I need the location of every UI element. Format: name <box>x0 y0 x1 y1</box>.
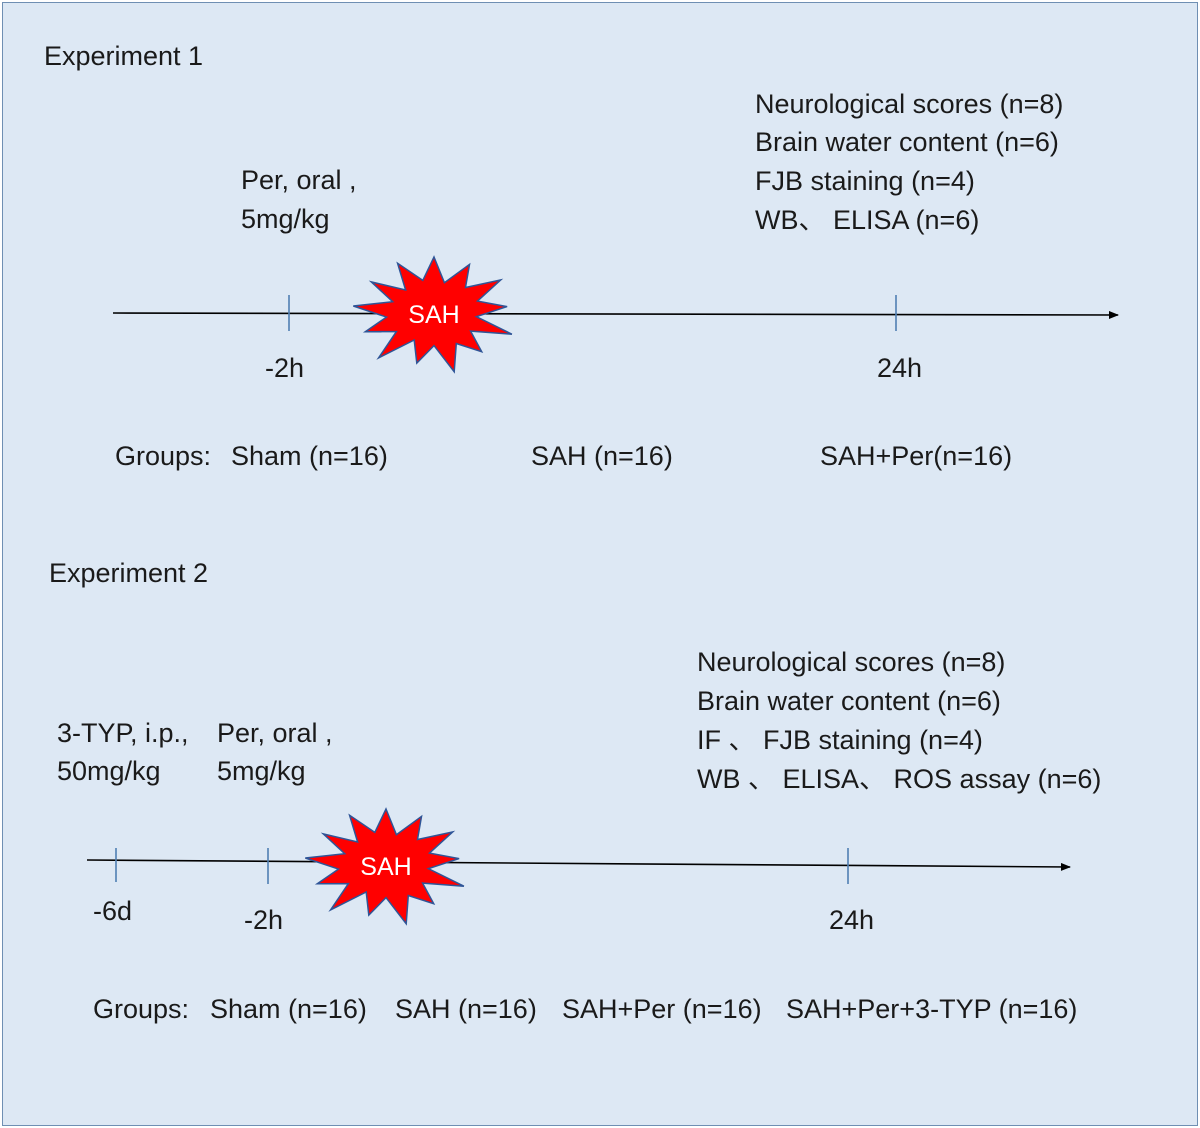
experiment1-treatment-line2: 5mg/kg <box>241 204 330 234</box>
experiment1-tick-label-minus2h: -2h <box>265 353 305 383</box>
experiment2-outcome-2: Brain water content (n=6) <box>697 686 1001 716</box>
experiment1-tick-label-24h: 24h <box>877 353 923 383</box>
experiment2-inhibitor-line2: 50mg/kg <box>57 756 161 786</box>
experiment1-group-sah-per: SAH+Per(n=16) <box>820 441 1013 471</box>
experiment2-outcome-4: WB 、 ELISA、 ROS assay (n=6) <box>697 764 1102 794</box>
experiment2-tick-label-24h: 24h <box>829 905 875 935</box>
experiment1-outcome-2: Brain water content (n=6) <box>755 127 1059 157</box>
experiment1-outcome-1: Neurological scores (n=8) <box>755 89 1064 119</box>
experiment2-treatment-line2: 5mg/kg <box>217 756 306 786</box>
experiment2-group-sah: SAH (n=16) <box>395 994 537 1024</box>
experiment1-treatment-line1: Per, oral , <box>241 165 357 195</box>
experiment1-sah-burst-label: SAH <box>408 301 459 329</box>
experiment1-timeline-axis <box>112 310 1119 319</box>
experiment1-group-sham: Sham (n=16) <box>231 441 388 471</box>
experiment1-group-sah: SAH (n=16) <box>531 441 673 471</box>
experiment2-sah-burst-icon <box>305 807 465 926</box>
experiment2-outcome-3: IF 、 FJB staining (n=4) <box>697 725 983 755</box>
experiment2-group-sah-per-3typ: SAH+Per+3-TYP (n=16) <box>786 994 1078 1024</box>
experiment2-groups-label: Groups: <box>93 994 190 1024</box>
experiment2-sah-burst-label: SAH <box>360 853 411 881</box>
experiment2-outcome-1: Neurological scores (n=8) <box>697 647 1006 677</box>
experiment2-group-sah-per: SAH+Per (n=16) <box>562 994 762 1024</box>
experiment1-groups-label: Groups: <box>115 441 212 471</box>
experiment1-outcome-3: FJB staining (n=4) <box>755 166 975 196</box>
experiment2-title: Experiment 2 <box>49 558 209 588</box>
experiment2-treatment-line1: Per, oral , <box>217 718 333 748</box>
experiment1-outcome-4: WB、 ELISA (n=6) <box>755 205 980 235</box>
experiment2-tick-label-minus2h: -2h <box>244 905 284 935</box>
experiment2-group-sham: Sham (n=16) <box>210 994 367 1024</box>
experiment1-title: Experiment 1 <box>44 41 204 71</box>
experiment2-timeline-axis <box>86 859 1071 871</box>
experiment2-tick-label-minus6d: -6d <box>93 896 133 926</box>
experiment1-sah-burst-icon <box>353 255 513 374</box>
experiment2-inhibitor-line1: 3-TYP, i.p., <box>57 718 189 748</box>
